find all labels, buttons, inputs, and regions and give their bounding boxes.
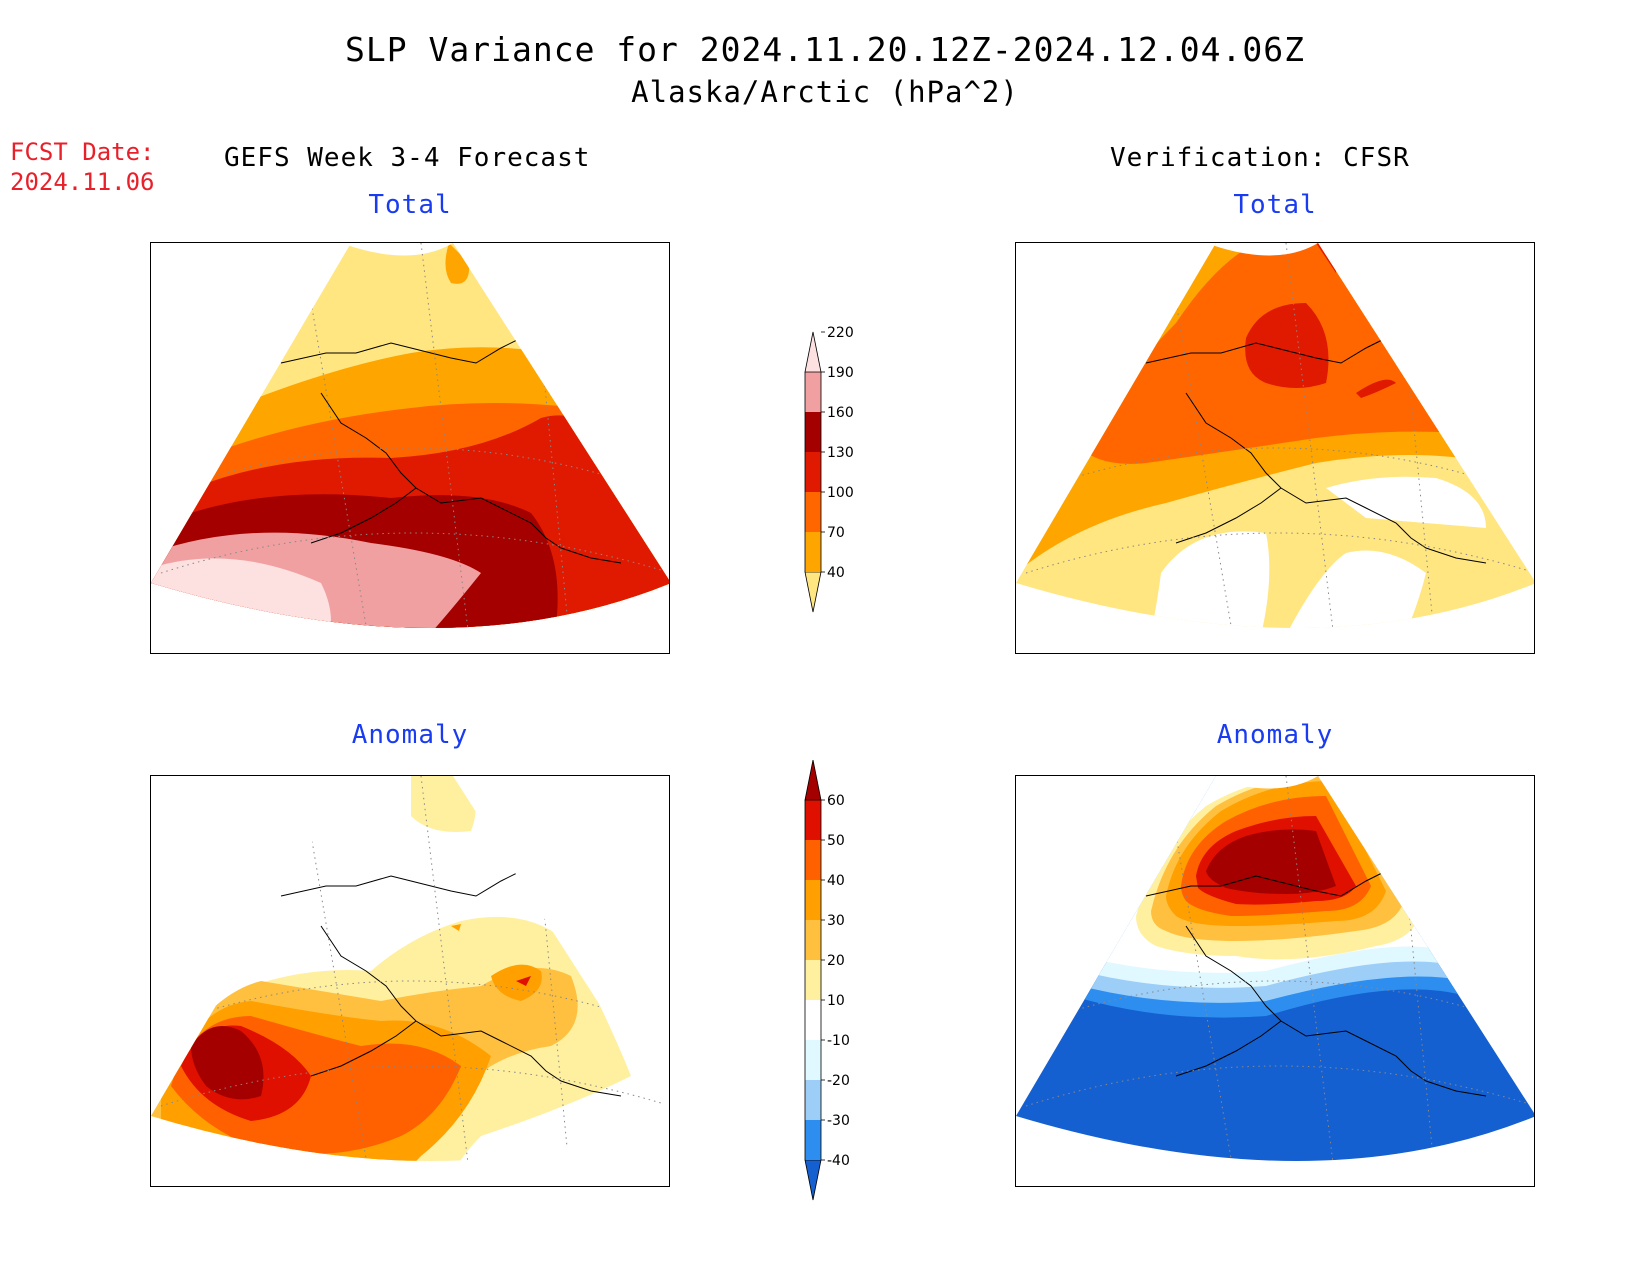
forecast-column-heading: GEFS Week 3-4 Forecast — [224, 143, 591, 173]
total-colorbar-tick-label: 190 — [827, 365, 854, 381]
anomaly-colorbar-segment-3 — [805, 1040, 821, 1080]
total-colorbar-tick-label: 100 — [827, 485, 854, 501]
anomaly-colorbar-segment-9 — [805, 800, 821, 840]
total-colorbar-segment-4 — [805, 412, 821, 452]
total-colorbar-tick-label: 40 — [827, 565, 845, 581]
forecast-anomaly-map — [150, 775, 670, 1187]
anomaly-colorbar-tick-label: 30 — [827, 913, 845, 929]
anomaly-colorbar-tick-label: 40 — [827, 873, 845, 889]
fcst-date-label: FCST Date: — [10, 138, 155, 166]
anomaly-colorbar-tick-label: -20 — [827, 1073, 850, 1089]
total-colorbar-segment-0 — [804, 571, 822, 613]
total-colorbar-tick-label: 220 — [827, 325, 854, 341]
anomaly-colorbar-tick-label: -30 — [827, 1113, 850, 1129]
total-colorbar-segment-1 — [805, 532, 821, 572]
anomaly-colorbar-segment-7 — [805, 880, 821, 920]
verification-total-title: Total — [1233, 190, 1317, 220]
total-colorbar-segment-5 — [805, 372, 821, 412]
anomaly-colorbar-segment-4 — [805, 1000, 821, 1040]
total-colorbar: 40 70 100 130 160 190 220 — [804, 325, 854, 613]
anomaly-colorbar: -40 -30 -20 -10 10 20 30 40 50 60 — [804, 760, 850, 1201]
anomaly-colorbar-segment-2 — [805, 1080, 821, 1120]
verification-column-heading: Verification: CFSR — [1110, 143, 1410, 173]
verification-total-map — [1015, 242, 1535, 654]
verification-anomaly-title: Anomaly — [1216, 720, 1334, 750]
forecast-total-map — [150, 242, 670, 654]
anomaly-colorbar-segment-5 — [805, 960, 821, 1000]
fcst-date-value: 2024.11.06 — [10, 168, 155, 196]
total-colorbar-segment-6 — [804, 331, 822, 373]
anomaly-colorbar-segment-8 — [805, 840, 821, 880]
total-colorbar-segment-2 — [805, 492, 821, 532]
anomaly-colorbar-tick-label: 50 — [827, 833, 845, 849]
total-colorbar-segment-3 — [805, 452, 821, 492]
anomaly-colorbar-tick-label: 60 — [827, 793, 845, 809]
anomaly-colorbar-tick-label: -40 — [827, 1153, 850, 1169]
total-colorbar-tick-label: 160 — [827, 405, 854, 421]
anomaly-colorbar-tick-label: -10 — [827, 1033, 850, 1049]
anomaly-colorbar-segment-0 — [804, 1159, 822, 1201]
verification-anomaly-map — [1015, 775, 1535, 1187]
anomaly-colorbar-tick-label: 20 — [827, 953, 845, 969]
total-colorbar-tick-label: 70 — [827, 525, 845, 541]
anomaly-colorbar-segment-10 — [804, 760, 822, 801]
page-title: SLP Variance for 2024.11.20.12Z-2024.12.… — [345, 30, 1305, 69]
total-colorbar-tick-label: 130 — [827, 445, 854, 461]
anomaly-colorbar-tick-label: 10 — [827, 993, 845, 1009]
page-subtitle: Alaska/Arctic (hPa^2) — [631, 75, 1019, 109]
anomaly-colorbar-segment-1 — [805, 1120, 821, 1160]
anomaly-colorbar-segment-6 — [805, 920, 821, 960]
forecast-anomaly-title: Anomaly — [351, 720, 469, 750]
forecast-total-title: Total — [368, 190, 452, 220]
